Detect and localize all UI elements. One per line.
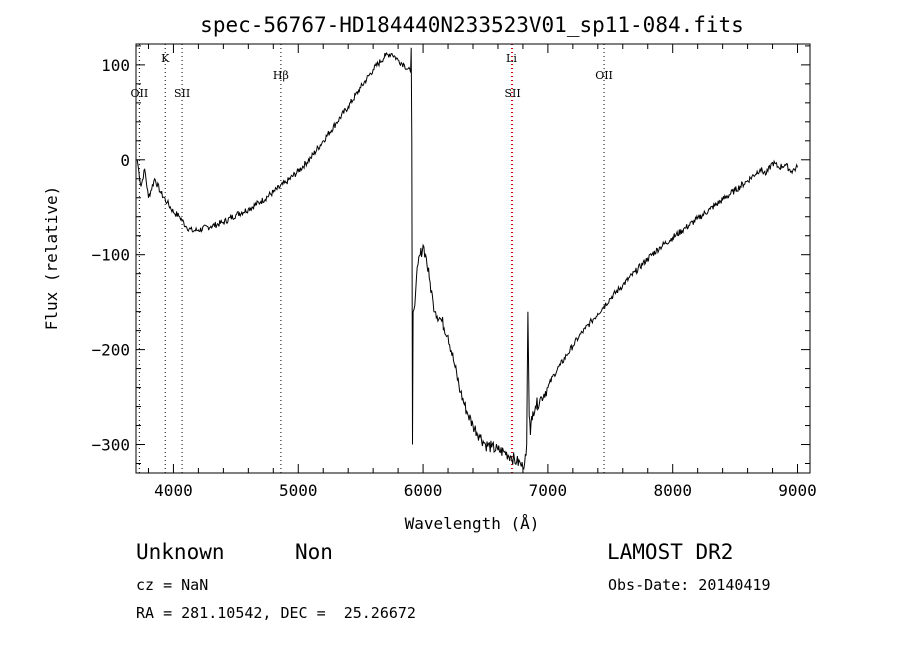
marker-label: SII [504,87,520,100]
x-tick-label: 5000 [279,481,318,500]
survey-name: LAMOST DR2 [607,540,734,564]
marker-label: Li [506,52,517,65]
x-tick-label: 8000 [653,481,692,500]
marker-label: K [161,52,170,65]
redshift-text: cz = NaN [136,576,209,594]
y-tick-label: 0 [120,151,130,170]
obs-date-text: Obs-Date: 20140419 [608,576,771,594]
marker-label: SII [174,87,190,100]
x-tick-label: 9000 [778,481,817,500]
y-tick-label: 100 [101,56,130,75]
spectral-line-markers: OII K SII Hβ Li SII OII [131,44,613,473]
chart-title: spec-56767-HD184440N233523V01_sp11-084.f… [200,13,744,37]
marker-label: OII [595,69,613,82]
x-axis: 4000 5000 6000 7000 8000 9000 [147,44,817,500]
marker-label: Hβ [273,69,289,82]
marker-label: OII [131,87,149,100]
x-tick-label: 4000 [154,481,193,500]
plot-frame [135,43,811,474]
x-tick-label: 7000 [529,481,568,500]
x-tick-label: 6000 [404,481,443,500]
object-subclass: Non [295,540,333,564]
object-class: Unknown [136,540,225,564]
spectrum-series [136,47,798,470]
x-axis-label: Wavelength (Å) [405,514,540,533]
y-tick-label: −200 [91,341,130,360]
y-axis: −300 −200 −100 0 100 [91,45,810,465]
y-tick-label: −100 [91,246,130,265]
coordinates-text: RA = 281.10542, DEC = 25.26672 [136,604,416,622]
y-tick-label: −300 [91,436,130,455]
spectrum-line [136,47,798,470]
y-axis-label: Flux (relative) [42,186,61,331]
